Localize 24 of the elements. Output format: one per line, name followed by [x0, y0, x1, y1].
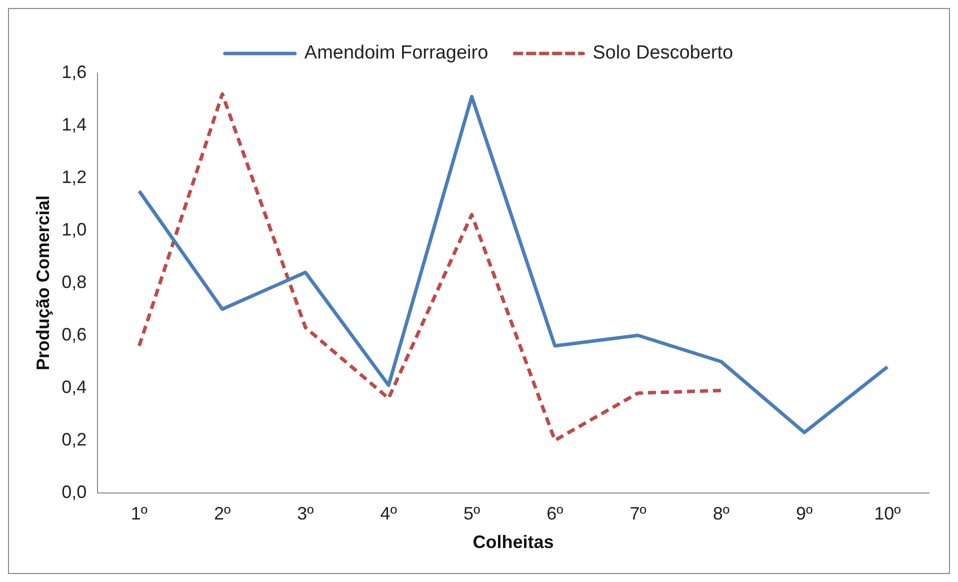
y-tick-label: 1,4	[62, 114, 87, 134]
y-tick-label: 0,0	[62, 482, 87, 502]
legend-label: Amendoim Forrageiro	[304, 42, 488, 64]
x-tick-label: 4º	[380, 504, 398, 524]
y-tick-label: 0,2	[62, 429, 87, 450]
y-tick-label: 0,6	[62, 324, 87, 344]
legend-label: Solo Descoberto	[592, 42, 734, 64]
x-tick-label: 3º	[297, 504, 314, 524]
x-tick-label: 6º	[546, 504, 564, 524]
y-tick-label: 1,0	[62, 219, 87, 240]
x-tick-label: 2º	[214, 504, 232, 524]
x-tick-label: 9º	[796, 504, 814, 524]
x-axis-title: Colheitas	[472, 532, 554, 552]
x-tick-label: 8º	[712, 504, 730, 524]
x-tick-label: 10º	[874, 504, 902, 524]
y-axis-title: Produção Comercial	[32, 195, 53, 370]
y-tick-label: 0,4	[62, 376, 87, 397]
x-tick-label: 1º	[130, 504, 148, 524]
x-tick-label: 5º	[463, 504, 480, 524]
line-series	[137, 92, 723, 442]
x-tick-label: 7º	[630, 504, 647, 524]
y-tick-label: 1,6	[62, 62, 87, 82]
y-tick-label: 0,8	[62, 272, 87, 292]
y-tick-label: 1,2	[62, 166, 87, 187]
